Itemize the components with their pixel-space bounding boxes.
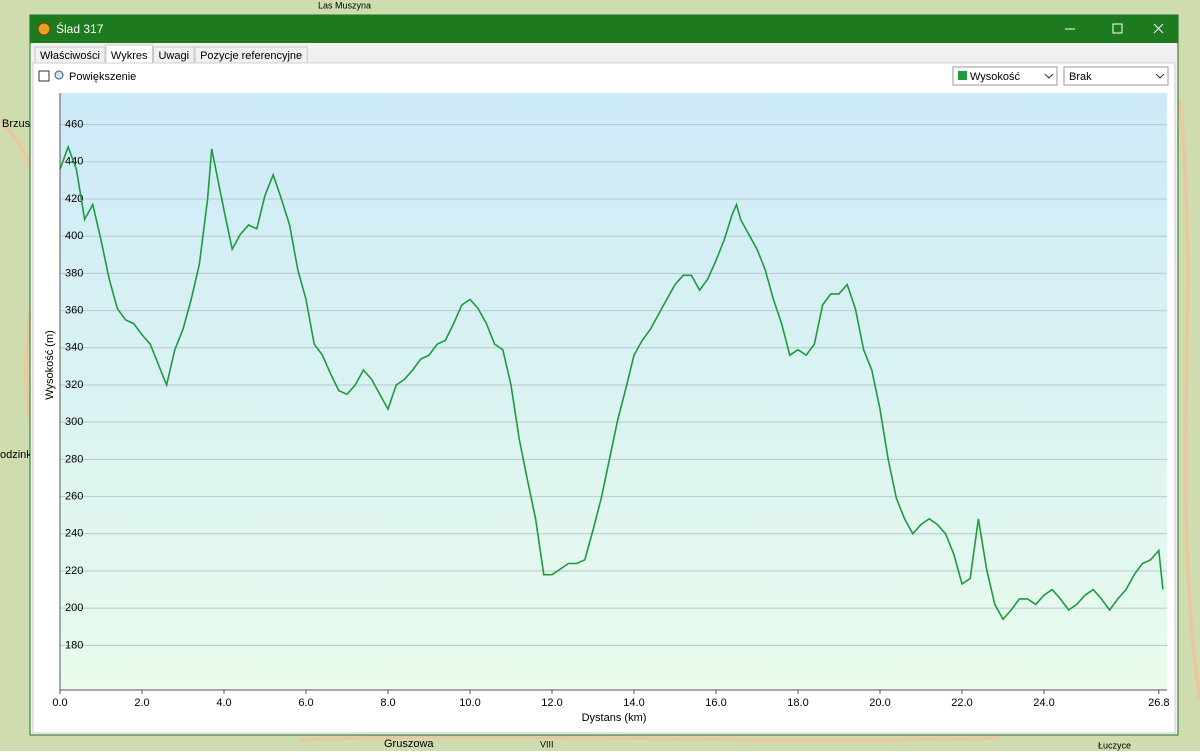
zoom-label[interactable]: Powiększenie — [69, 71, 136, 83]
y-tick-label: 400 — [65, 230, 83, 242]
y-tick-label: 300 — [65, 416, 83, 428]
map-label: Gruszowa — [384, 738, 434, 750]
y-tick-label: 200 — [65, 602, 83, 614]
map-label: Brzus — [2, 118, 31, 130]
elevation-line — [59, 144, 1164, 621]
x-tick-label: 14.0 — [623, 697, 644, 709]
x-axis-label: Dystans (km) — [582, 712, 647, 724]
y-tick-label: 360 — [65, 305, 83, 317]
y-tick-label: 240 — [65, 528, 83, 540]
title-bar — [30, 15, 1178, 43]
close-button[interactable] — [1153, 23, 1164, 34]
x-tick-label: 8.0 — [380, 697, 395, 709]
series-dropdown-value[interactable]: Wysokość — [970, 71, 1021, 83]
y-tick-label: 220 — [65, 565, 83, 577]
x-tick-label: 22.0 — [951, 697, 972, 709]
y-tick-label: 420 — [65, 193, 83, 205]
x-tick-label: 18.0 — [787, 697, 808, 709]
series-swatch — [958, 71, 967, 80]
dropdown-arrow — [1155, 73, 1165, 79]
map-label: odzink — [0, 449, 32, 461]
map-label: Las Muszyna — [318, 0, 371, 10]
tab-label[interactable]: Uwagi — [158, 50, 189, 62]
y-tick-label: 460 — [65, 119, 83, 131]
x-tick-label: 6.0 — [298, 697, 313, 709]
maximize-button[interactable] — [1112, 23, 1123, 34]
x-tick-label: 0.0 — [52, 697, 67, 709]
zoom-icon — [54, 70, 64, 80]
x-tick-label: 12.0 — [541, 697, 562, 709]
x-tick-label: 16.0 — [705, 697, 726, 709]
x-tick-label: 4.0 — [216, 697, 231, 709]
y-axis-label: Wysokość (m) — [44, 330, 56, 400]
second-dropdown-value[interactable]: Brak — [1069, 71, 1092, 83]
tab-label[interactable]: Właściwości — [40, 50, 100, 62]
plot-area — [60, 93, 1167, 690]
series-dropdown[interactable] — [952, 66, 1058, 86]
tab-label[interactable]: Wykres — [111, 50, 148, 62]
app-icon — [37, 22, 51, 36]
tab-label[interactable]: Pozycje referencyjne — [200, 50, 302, 62]
x-tick-label: 20.0 — [869, 697, 890, 709]
y-tick-label: 340 — [65, 342, 83, 354]
y-tick-label: 260 — [65, 490, 83, 502]
zoom-checkbox[interactable] — [38, 70, 50, 82]
map-label: Łuczyce — [1098, 740, 1131, 750]
second-dropdown[interactable] — [1063, 66, 1169, 86]
dropdown-arrow — [1044, 73, 1054, 79]
x-tick-label: 26.8 — [1148, 697, 1169, 709]
x-tick-label: 10.0 — [459, 697, 480, 709]
window-title: Ślad 317 — [56, 21, 104, 36]
y-tick-label: 280 — [65, 453, 83, 465]
x-tick-label: 24.0 — [1033, 697, 1054, 709]
map-label: VIII — [540, 739, 554, 749]
y-tick-label: 380 — [65, 267, 83, 279]
y-tick-label: 180 — [65, 639, 83, 651]
x-tick-label: 2.0 — [134, 697, 149, 709]
y-tick-label: 320 — [65, 379, 83, 391]
